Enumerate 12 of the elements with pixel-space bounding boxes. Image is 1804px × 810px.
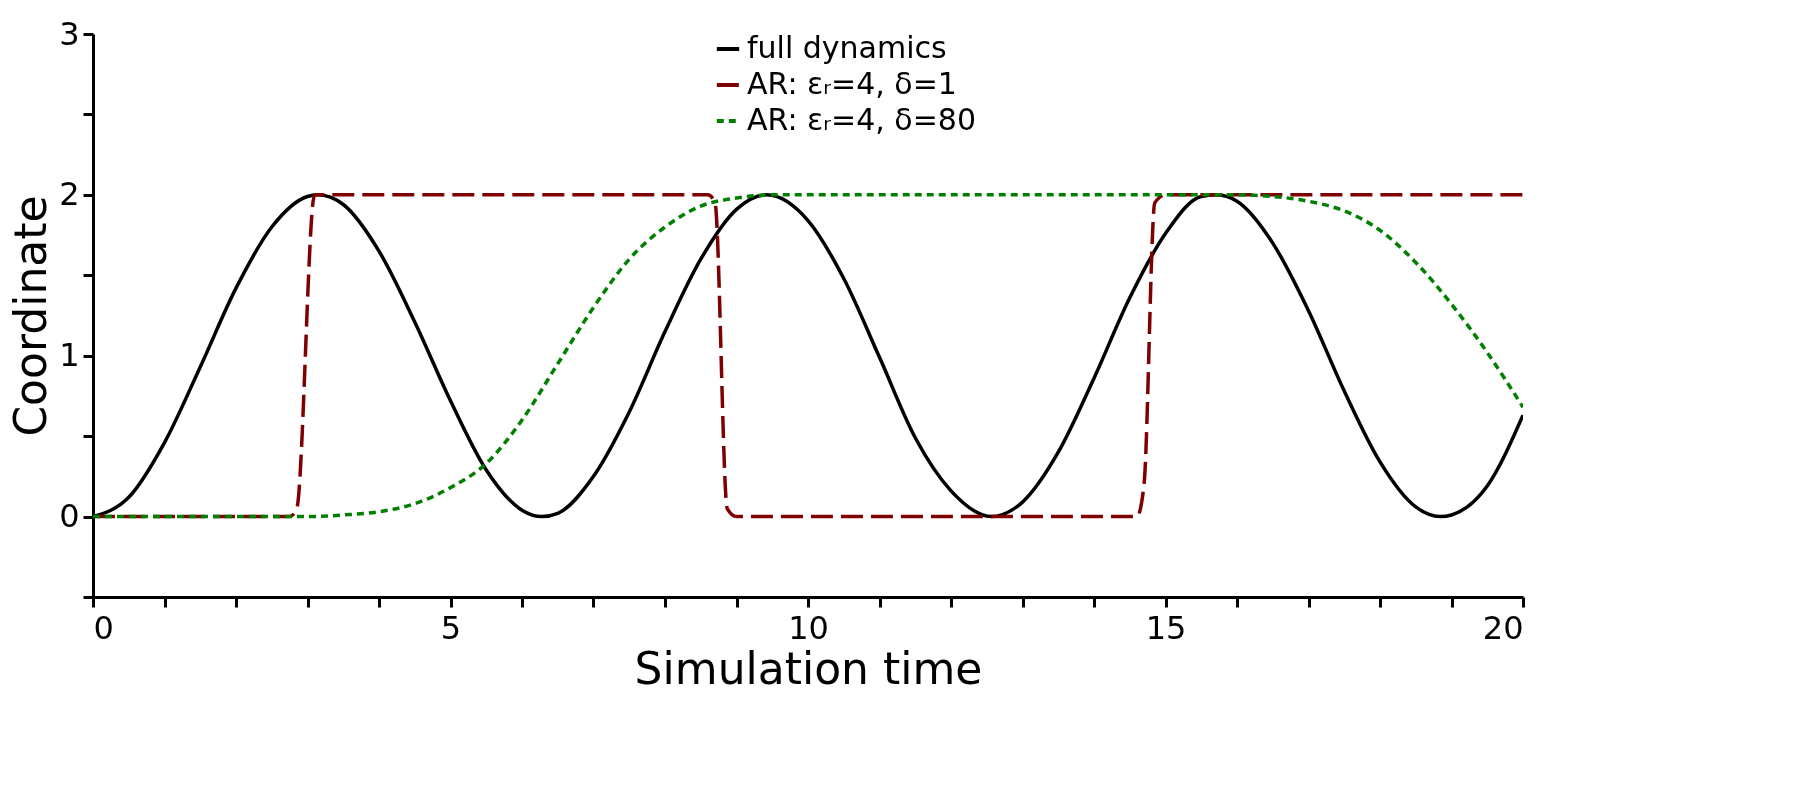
legend-label: full dynamics (747, 30, 947, 65)
x-tick-label: 0 (93, 608, 114, 647)
legend-label: AR: εᵣ=4, δ=80 (747, 102, 977, 137)
y-tick-label: 3 (59, 14, 80, 53)
y-tick-label: 1 (59, 336, 80, 375)
y-axis-title: Coordinate (5, 195, 57, 437)
y-tick-label: 2 (59, 175, 80, 214)
y-tick-label: 0 (59, 497, 80, 536)
legend-label: AR: εᵣ=4, δ=1 (747, 66, 957, 101)
x-tick-label: 15 (1145, 608, 1187, 647)
x-tick-label: 5 (440, 608, 462, 647)
x-tick-label: 20 (1482, 608, 1524, 647)
